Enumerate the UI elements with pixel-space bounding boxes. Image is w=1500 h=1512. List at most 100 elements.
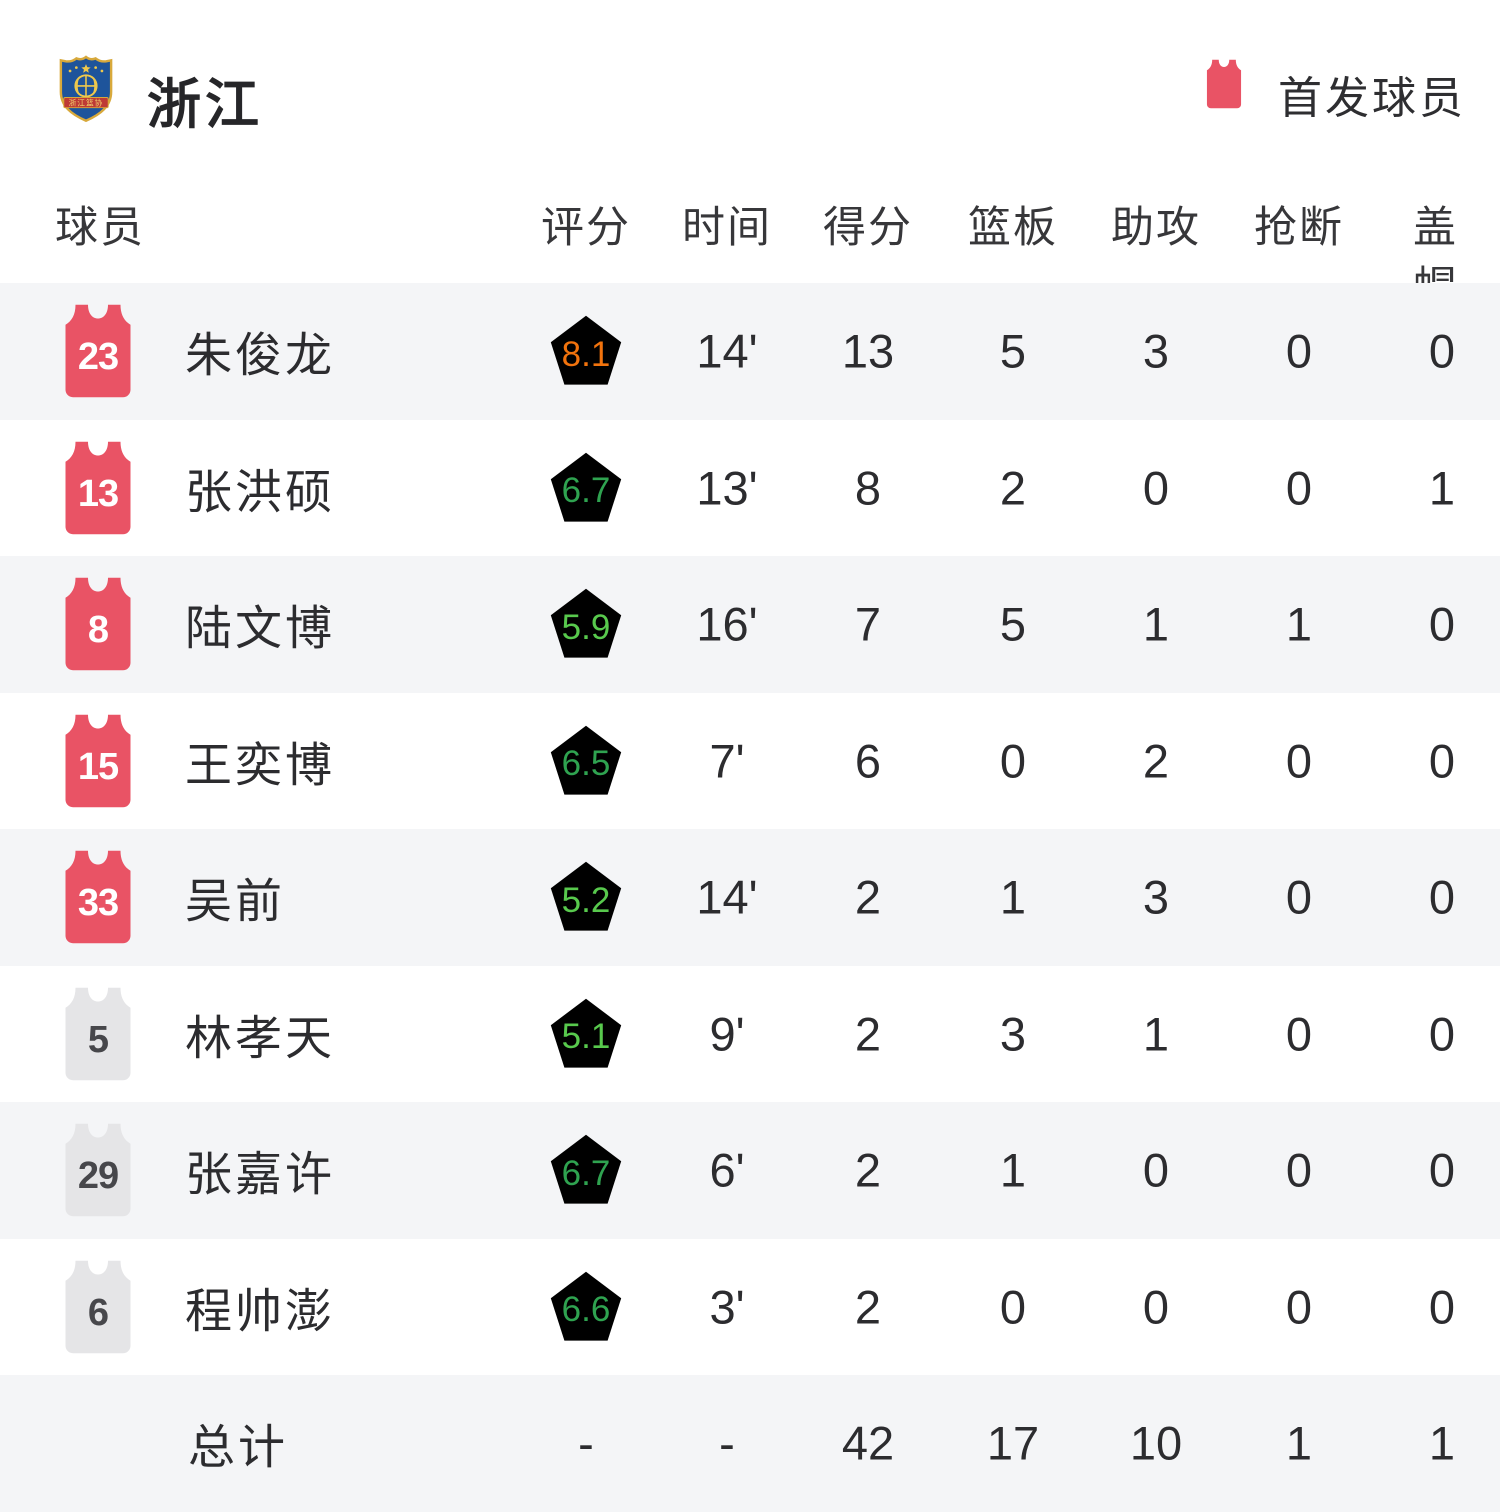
player-name: 陆文博 <box>185 601 335 655</box>
table-row[interactable]: 23 朱俊龙 8.1 14' 13 5 3 0 0 <box>0 283 1500 420</box>
stat-assists: 1 <box>1142 1007 1170 1061</box>
rating-badge: 5.2 <box>546 855 626 939</box>
stat-blocks: 0 <box>1428 324 1456 378</box>
total-blocks: 1 <box>1428 1416 1456 1470</box>
stat-points: 2 <box>854 870 882 924</box>
stat-rebounds: 0 <box>999 734 1027 788</box>
col-points: 得分 <box>823 204 913 252</box>
col-rebounds: 篮板 <box>968 204 1058 252</box>
jersey-number: 29 <box>77 1155 119 1198</box>
team-name: 浙江 <box>147 75 263 135</box>
rating-value: 5.9 <box>561 607 611 647</box>
rating-value: 8.1 <box>561 334 611 374</box>
total-steals: 1 <box>1285 1416 1313 1470</box>
jersey-number: 23 <box>77 336 119 379</box>
jersey-icon: 5 <box>58 986 138 1081</box>
stat-steals: 0 <box>1285 1007 1313 1061</box>
starter-legend-label: 首发球员 <box>1278 74 1466 123</box>
stat-rebounds: 1 <box>999 870 1027 924</box>
stat-assists: 3 <box>1142 870 1170 924</box>
col-time: 时间 <box>682 204 772 252</box>
stat-time: 9' <box>709 1007 745 1061</box>
table-row[interactable]: 5 林孝天 5.1 9' 2 3 1 0 0 <box>0 966 1500 1103</box>
stat-blocks: 0 <box>1428 1007 1456 1061</box>
stat-assists: 2 <box>1142 734 1170 788</box>
stat-assists: 0 <box>1142 461 1170 515</box>
stat-rebounds: 1 <box>999 1143 1027 1197</box>
stat-points: 7 <box>854 597 882 651</box>
stat-time: 13' <box>696 461 758 515</box>
stat-points: 8 <box>854 461 882 515</box>
jersey-number: 6 <box>87 1291 109 1334</box>
total-points: 42 <box>841 1416 895 1470</box>
rating-badge: 6.6 <box>546 1265 626 1349</box>
stat-time: 7' <box>709 734 745 788</box>
total-row: - 总计 - 42 17 10 1 1 <box>0 1375 1500 1512</box>
table-row[interactable]: 29 张嘉许 6.7 6' 2 1 0 0 0 <box>0 1102 1500 1239</box>
jersey-icon: 8 <box>58 577 138 672</box>
rating-value: 6.6 <box>561 1290 611 1330</box>
player-name: 张嘉许 <box>185 1147 335 1201</box>
stat-points: 13 <box>841 324 895 378</box>
jersey-number: 13 <box>77 472 119 515</box>
stat-time: 6' <box>709 1143 745 1197</box>
stat-time: 14' <box>696 870 758 924</box>
player-name: 张洪硕 <box>185 465 335 519</box>
player-name: 朱俊龙 <box>185 328 335 382</box>
table-row[interactable]: 13 张洪硕 6.7 13' 8 2 0 0 1 <box>0 420 1500 557</box>
stat-blocks: 0 <box>1428 870 1456 924</box>
stat-steals: 0 <box>1285 324 1313 378</box>
team-header: 浙江篮协 浙江 首发球员 <box>0 0 1500 170</box>
total-time: - <box>719 1416 735 1470</box>
stat-steals: 1 <box>1285 597 1313 651</box>
rating-badge: 8.1 <box>546 309 626 393</box>
col-player: 球员 <box>55 204 145 252</box>
rating-badge: 5.9 <box>546 582 626 666</box>
stat-assists: 1 <box>1142 597 1170 651</box>
col-assists: 助攻 <box>1111 204 1201 252</box>
stat-steals: 0 <box>1285 734 1313 788</box>
stat-assists: 3 <box>1142 324 1170 378</box>
jersey-icon: 15 <box>58 713 138 808</box>
table-row[interactable]: 15 王奕博 6.5 7' 6 0 2 0 0 <box>0 693 1500 830</box>
stat-blocks: 0 <box>1428 734 1456 788</box>
stat-steals: 0 <box>1285 1143 1313 1197</box>
stat-points: 2 <box>854 1280 882 1334</box>
rating-value: 6.7 <box>561 1153 611 1193</box>
jersey-icon: 23 <box>58 304 138 399</box>
jersey-number: 33 <box>77 882 119 925</box>
rating-badge: 6.5 <box>546 719 626 803</box>
svg-text:浙江篮协: 浙江篮协 <box>69 98 104 108</box>
total-label: 总计 <box>188 1420 288 1474</box>
stat-blocks: 0 <box>1428 1280 1456 1334</box>
col-steals: 抢断 <box>1254 204 1344 252</box>
stat-rebounds: 5 <box>999 324 1027 378</box>
stat-assists: 0 <box>1142 1280 1170 1334</box>
stat-time: 14' <box>696 324 758 378</box>
rating-badge: 6.7 <box>546 1128 626 1212</box>
table-row[interactable]: 6 程帅澎 6.6 3' 2 0 0 0 0 <box>0 1239 1500 1376</box>
stat-steals: 0 <box>1285 1280 1313 1334</box>
rating-value: 5.1 <box>561 1017 611 1057</box>
col-rating: 评分 <box>541 204 631 252</box>
table-row[interactable]: 8 陆文博 5.9 16' 7 5 1 1 0 <box>0 556 1500 693</box>
table-body: 23 朱俊龙 8.1 14' 13 5 3 0 0 13 张洪硕 6.7 13'… <box>0 283 1500 1512</box>
stat-rebounds: 0 <box>999 1280 1027 1334</box>
stat-time: 3' <box>709 1280 745 1334</box>
rating-badge: 6.7 <box>546 446 626 530</box>
table-row[interactable]: 33 吴前 5.2 14' 2 1 3 0 0 <box>0 829 1500 966</box>
rating-value: 6.5 <box>561 744 611 784</box>
stat-steals: 0 <box>1285 870 1313 924</box>
stat-time: 16' <box>696 597 758 651</box>
table-header: 球员 评分 时间 得分 篮板 助攻 抢断 盖帽 <box>0 198 1500 312</box>
player-name: 吴前 <box>185 874 285 928</box>
stat-blocks: 1 <box>1428 461 1456 515</box>
jersey-icon: 29 <box>58 1123 138 1218</box>
total-rebounds: 17 <box>986 1416 1040 1470</box>
jersey-icon: 13 <box>58 440 138 535</box>
stat-assists: 0 <box>1142 1143 1170 1197</box>
jersey-number: 15 <box>77 745 119 788</box>
stat-blocks: 0 <box>1428 597 1456 651</box>
stat-rebounds: 3 <box>999 1007 1027 1061</box>
